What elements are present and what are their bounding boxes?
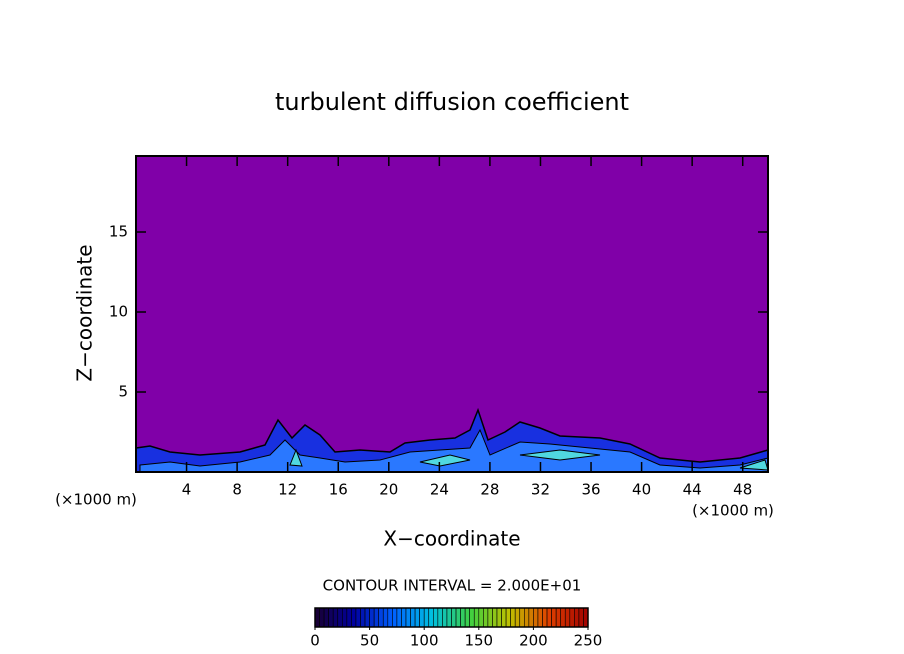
x-tick-label: 44 xyxy=(683,481,702,499)
colorbar-cell xyxy=(537,607,543,628)
colorbar-cell xyxy=(478,607,484,628)
colorbar-cell xyxy=(574,607,580,628)
colorbar-cell xyxy=(533,607,539,628)
x-tick-label: 36 xyxy=(581,481,600,499)
colorbar: 0 50 100 150 200 250 xyxy=(310,607,603,650)
colorbar-cell xyxy=(510,607,516,628)
colorbar-cell xyxy=(496,607,502,628)
colorbar-cell xyxy=(319,607,325,628)
colorbar-cell xyxy=(505,607,511,628)
colorbar-cell xyxy=(432,607,439,628)
colorbar-cell xyxy=(446,607,452,628)
y-axis-title: Z−coordinate xyxy=(73,244,97,381)
colorbar-cell xyxy=(346,607,352,628)
colorbar-tick-label: 200 xyxy=(519,632,548,650)
colorbar-cell xyxy=(373,607,379,628)
colorbar-tick-label: 50 xyxy=(360,632,379,650)
colorbar-cell xyxy=(442,607,448,628)
x-tick-label: 32 xyxy=(531,481,550,499)
colorbar-cell xyxy=(546,607,552,628)
x-tick-label: 20 xyxy=(379,481,398,499)
y-tick-label: 5 xyxy=(118,383,128,401)
colorbar-cell xyxy=(460,607,466,628)
y-tick-label: 15 xyxy=(109,223,128,241)
x-tick-label: 48 xyxy=(733,481,752,499)
field-background xyxy=(136,156,768,472)
x-tick-label: 16 xyxy=(329,481,348,499)
colorbar-cell xyxy=(437,607,443,628)
colorbar-cell xyxy=(396,607,402,628)
colorbar-cell xyxy=(578,607,584,628)
x-tick-label: 4 xyxy=(182,481,192,499)
colorbar-cell xyxy=(519,607,525,628)
colorbar-cell xyxy=(419,607,425,628)
colorbar-cell xyxy=(473,607,480,628)
x-tick-label: 24 xyxy=(430,481,449,499)
colorbar-cell xyxy=(555,607,562,628)
colorbar-cell xyxy=(328,607,334,628)
colorbar-frame xyxy=(314,607,589,628)
colorbar-cell xyxy=(523,607,530,628)
colorbar-cell xyxy=(355,607,361,628)
x-unit-label: (×1000 m) xyxy=(692,502,774,520)
colorbar-cell xyxy=(410,607,416,628)
y-tick-label: 10 xyxy=(109,303,128,321)
colorbar-cell xyxy=(414,607,420,628)
x-tick-label: 40 xyxy=(632,481,651,499)
x-tick-label: 12 xyxy=(278,481,297,499)
colorbar-tick-label: 150 xyxy=(464,632,493,650)
colorbar-cell xyxy=(564,607,571,628)
colorbar-cell xyxy=(382,607,389,628)
colorbar-cell xyxy=(428,607,434,628)
colorbar-cell xyxy=(360,607,366,628)
chart-title: turbulent diffusion coefficient xyxy=(275,88,629,116)
colorbar-cell xyxy=(351,607,357,628)
colorbar-cell xyxy=(341,607,348,628)
x-axis-title: X−coordinate xyxy=(383,527,520,551)
colorbar-cell xyxy=(364,607,370,628)
x-unit-label: (×1000 m) xyxy=(55,491,137,509)
colorbar-cell xyxy=(464,607,470,628)
colorbar-cell xyxy=(405,607,411,628)
plot-frame xyxy=(135,155,769,473)
turbulent-layer xyxy=(135,407,769,473)
colorbar-cell xyxy=(323,607,329,628)
colorbar-cell xyxy=(569,607,575,628)
colorbar-cell xyxy=(369,607,375,628)
colorbar-cell xyxy=(387,607,393,628)
colorbar-cell xyxy=(469,607,475,628)
colorbar-cell xyxy=(423,607,430,628)
colorbar-cell xyxy=(455,607,461,628)
colorbar-cell xyxy=(528,607,534,628)
colorbar-cell xyxy=(542,607,548,628)
x-tick-label: 8 xyxy=(232,481,242,499)
colorbar-cell xyxy=(514,607,521,628)
colorbar-cell xyxy=(560,607,566,628)
colorbar-cell xyxy=(332,607,339,628)
colorbar-cell xyxy=(392,607,398,628)
colorbar-cell xyxy=(501,607,507,628)
x-tick-label: 28 xyxy=(480,481,499,499)
colorbar-cell xyxy=(551,607,557,628)
colorbar-tick-label: 250 xyxy=(574,632,603,650)
colorbar-tick-label: 0 xyxy=(310,632,320,650)
colorbar-cell xyxy=(337,607,343,628)
colorbar-cell xyxy=(378,607,384,628)
colorbar-tick-label: 100 xyxy=(410,632,439,650)
colorbar-cell xyxy=(451,607,457,628)
contour-interval: CONTOUR INTERVAL = 2.000E+01 xyxy=(323,577,582,595)
colorbar-cell xyxy=(401,607,407,628)
colorbar-cell xyxy=(492,607,498,628)
colorbar-cell xyxy=(487,607,493,628)
colorbar-cell xyxy=(483,607,489,628)
